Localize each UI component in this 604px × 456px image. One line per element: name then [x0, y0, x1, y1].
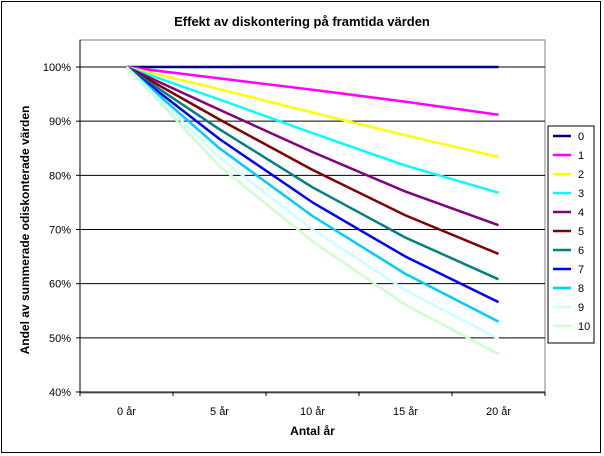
x-tick-label: 5 år: [210, 406, 229, 418]
legend-label: 4: [578, 207, 584, 219]
legend-label: 7: [578, 264, 584, 276]
series-line-4: [125, 65, 499, 227]
legend-label: 1: [578, 150, 584, 162]
series-line-3: [126, 65, 499, 194]
legend-label: 10: [578, 321, 590, 333]
legend-label: 9: [578, 302, 584, 314]
series-line-6: [125, 65, 500, 281]
x-tick-label: 10 år: [300, 406, 325, 418]
series-line-8: [125, 66, 500, 323]
tick-labels: 40% 50% 60% 70% 80% 90% 100% 0 år 5 år 10 år 15 år…: [43, 62, 512, 418]
series-line-10: [125, 66, 500, 356]
axes: [76, 40, 546, 396]
series-line-7: [125, 66, 500, 304]
y-axis-title: Andel av summerade odiskonterade värden: [18, 105, 32, 355]
y-tick-label: 60%: [49, 279, 71, 291]
y-tick-label: 80%: [49, 170, 71, 182]
y-tick-label: 70%: [49, 225, 71, 237]
y-tick-label: 50%: [49, 333, 71, 345]
legend-label: 6: [578, 245, 584, 257]
legend-label: 3: [578, 188, 584, 200]
x-tick-label: 20 år: [486, 406, 511, 418]
y-tick-label: 40%: [49, 387, 71, 399]
legend-label: 0: [578, 131, 584, 143]
x-tick-label: 15 år: [393, 406, 418, 418]
legend-label: 5: [578, 226, 584, 238]
chart-title: Effekt av diskontering på framtida värde…: [174, 14, 430, 29]
y-tick-label: 90%: [49, 116, 71, 128]
series-line-2: [126, 65, 499, 159]
series-line-1: [126, 65, 499, 116]
x-tick-label: 0 år: [117, 406, 136, 418]
legend-box: [547, 125, 595, 344]
legend-label: 8: [578, 283, 584, 295]
legend: 0 1 2 3 4 5 6 7 8 9 10: [547, 125, 595, 344]
legend-label: 2: [578, 169, 584, 181]
series-line-9: [125, 66, 500, 341]
series-line-5: [125, 65, 499, 256]
x-axis-title: Antal år: [290, 424, 335, 438]
y-tick-label: 100%: [43, 62, 71, 74]
series-lines: [125, 65, 500, 356]
